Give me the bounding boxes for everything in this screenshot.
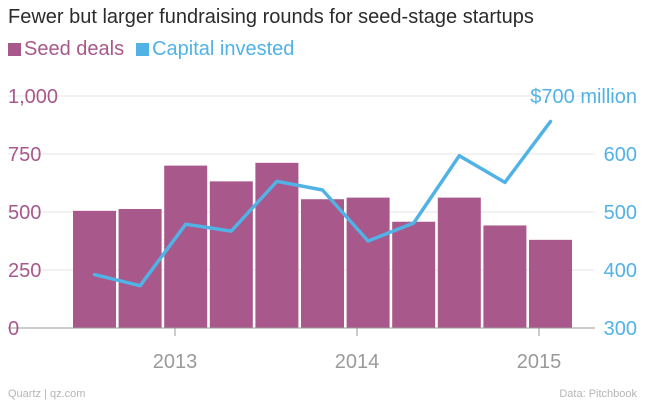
bar-seed-deals (483, 225, 527, 328)
legend-swatch-seed-deals (8, 43, 21, 56)
y-left-tick-label: 250 (8, 260, 41, 282)
bar-seed-deals (346, 197, 390, 328)
bar-seed-deals (164, 165, 208, 328)
bar-seed-deals (255, 162, 299, 328)
legend-label-seed-deals: Seed deals (24, 38, 125, 60)
y-right-tick-label: 600 (604, 144, 637, 166)
x-tick-label: 2013 (153, 351, 198, 373)
footer-source: Data: Pitchbook (559, 388, 637, 400)
x-tick-label: 2014 (335, 351, 380, 373)
bar-seed-deals (392, 221, 436, 328)
legend-label-capital-invested: Capital invested (152, 38, 295, 60)
legend-item-capital-invested: Capital invested (136, 38, 294, 61)
chart-title: Fewer but larger fundraising rounds for … (8, 6, 534, 28)
y-left-tick-label: 500 (8, 202, 41, 224)
legend: Seed deals Capital invested (8, 38, 294, 61)
y-right-tick-label: $700 million (530, 86, 637, 108)
y-left-tick-label: 0 (8, 318, 19, 340)
footer-credit: Quartz | qz.com (8, 388, 86, 400)
bar-seed-deals (301, 199, 344, 328)
legend-swatch-capital-invested (136, 43, 150, 56)
legend-item-seed-deals: Seed deals (8, 38, 124, 61)
line-capital-invested (92, 119, 553, 288)
bar-seed-deals (118, 208, 162, 328)
bar-seed-deals (209, 181, 253, 328)
y-left-tick-label: 750 (8, 144, 41, 166)
y-right-tick-label: 300 (604, 318, 637, 340)
y-left-tick-label: 1,000 (8, 86, 58, 108)
y-right-tick-label: 500 (604, 202, 637, 224)
bar-seed-deals (437, 197, 481, 328)
bar-seed-deals (529, 239, 572, 328)
x-tick-label: 2015 (517, 351, 562, 373)
bar-seed-deals (73, 210, 116, 328)
y-right-tick-label: 400 (604, 260, 637, 282)
